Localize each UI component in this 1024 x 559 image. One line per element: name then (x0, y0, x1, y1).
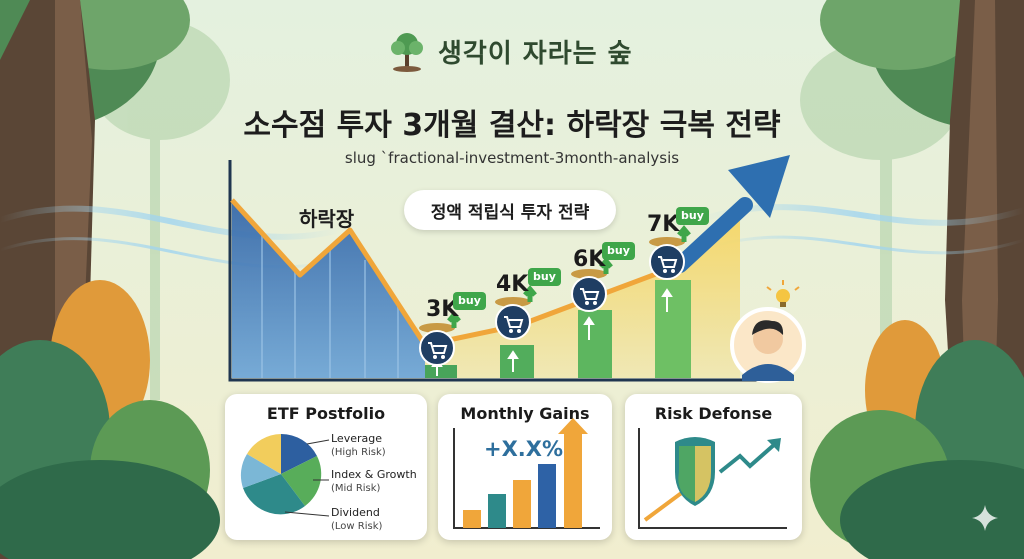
step-amount-1: 3K (426, 297, 459, 322)
risk-defense-graphic (638, 428, 787, 529)
cart-icon (495, 285, 537, 340)
step-amount-2: 4K (496, 272, 529, 297)
pie-slice-yellow (247, 434, 281, 474)
pie-growth (281, 456, 322, 506)
chart-axes (228, 160, 760, 382)
cart-icon (419, 311, 461, 366)
tree-logo-icon (391, 33, 423, 72)
person-avatar (730, 307, 806, 383)
bar-4 (655, 280, 691, 378)
gain-value: +X.X% (484, 437, 563, 461)
etf-portfolio-card: ETF Postfolio Leverage (High Risk) Index … (225, 394, 427, 540)
brand-name: 생각이 자라는 숲 (438, 38, 633, 69)
growth-arrow-head-icon (728, 155, 790, 218)
buy-badge-3: buy (602, 242, 635, 260)
downturn-area (232, 200, 425, 378)
page-title: 소수점 투자 3개월 결산: 하락장 극복 전략 (243, 108, 781, 143)
trend-up-icon (718, 442, 777, 474)
strategy-pill: 정액 적립식 투자 전략 (404, 190, 616, 230)
step-amount-4: 7K (647, 212, 680, 237)
bar-3 (578, 310, 612, 378)
step-amount-3: 6K (573, 247, 606, 272)
pie-slice-light (240, 454, 281, 488)
gains-bar-chart (453, 418, 600, 529)
brand: 생각이 자라는 숲 (384, 26, 633, 76)
bar-1 (425, 365, 457, 378)
card-title: Risk Defonse (654, 404, 773, 423)
portfolio-pie (240, 433, 330, 517)
investment-bars (425, 280, 691, 378)
legend-growth: Index & Growth (Mid Risk) (331, 468, 417, 494)
pie-leverage (281, 433, 317, 474)
growth-arrow-shaft (672, 197, 753, 273)
up-arrow-icon (558, 418, 588, 454)
sparkle-icon (972, 505, 998, 531)
pie-dividend (243, 474, 305, 515)
monthly-gains-card: Monthly Gains +X.X% (438, 394, 612, 540)
buy-badge-1: buy (453, 292, 486, 310)
cart-icon (649, 225, 691, 280)
bar-2 (500, 345, 534, 378)
buy-badge-2: buy (528, 268, 561, 286)
risk-defense-card: Risk Defonse (625, 394, 802, 540)
lightbulb-icon (766, 280, 800, 307)
cart-icon (571, 257, 613, 312)
legend-dividend: Dividend (Low Risk) (331, 506, 383, 532)
buy-badge-4: buy (676, 207, 709, 225)
legend-leverage: Leverage (High Risk) (331, 432, 386, 458)
downturn-label: 하락장 (299, 207, 355, 231)
card-title: Monthly Gains (460, 404, 590, 423)
card-title: ETF Postfolio (266, 404, 386, 423)
page-slug: slug `fractional-investment-3month-analy… (344, 149, 680, 167)
